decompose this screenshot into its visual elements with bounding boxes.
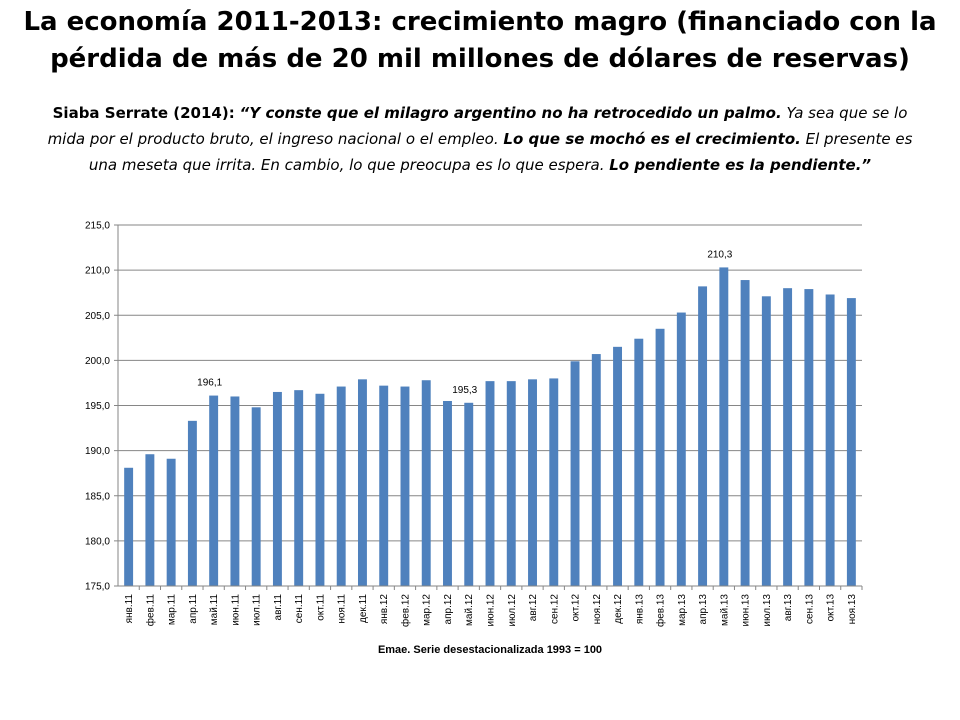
title-line-2: pérdida de más de 20 mil millones de dól…	[50, 44, 910, 74]
y-tick-label: 195,0	[85, 401, 110, 412]
y-tick-label: 200,0	[85, 356, 110, 367]
x-tick-label: фев.12	[399, 594, 411, 627]
x-tick-label: июл.13	[762, 594, 773, 627]
bar	[357, 379, 367, 586]
y-tick-label: 205,0	[85, 311, 110, 322]
bar	[570, 361, 580, 586]
bar	[421, 380, 431, 586]
x-tick-label: июн.11	[230, 594, 241, 626]
bar	[591, 354, 601, 586]
x-tick-label: май.12	[464, 594, 475, 626]
title-line-1: La economía 2011-2013: crecimiento magro…	[23, 7, 937, 37]
x-tick-label: авг.12	[528, 594, 539, 622]
x-tick-label: сен.13	[804, 594, 815, 624]
x-tick-label: ноя.12	[592, 594, 603, 625]
bars	[124, 267, 856, 586]
x-tick-label: июн.13	[741, 594, 752, 627]
x-tick-label: мар.13	[677, 594, 688, 626]
x-tick-label: окт.13	[826, 594, 837, 622]
bar	[676, 312, 686, 586]
x-tick-label: янв.12	[379, 594, 390, 625]
bar	[315, 393, 325, 586]
bar	[187, 420, 197, 586]
bar	[443, 400, 452, 586]
x-tick-label: сен.12	[549, 594, 560, 624]
y-tick-label: 185,0	[85, 491, 110, 502]
y-tick-label: 175,0	[85, 582, 110, 593]
x-tick-label: авг.13	[783, 594, 794, 622]
bar	[294, 390, 304, 586]
bar	[336, 386, 346, 586]
bar	[740, 280, 750, 586]
x-tick-label: окт.11	[315, 594, 326, 621]
bar	[825, 294, 835, 586]
axes: 175,0 180,0 185,0 190,0 195,0 200,0 205,0 210,0…	[85, 221, 863, 627]
x-tick-label: апр.11	[188, 594, 199, 624]
bar	[400, 386, 410, 586]
bar	[379, 385, 389, 586]
slide-title: La economía 2011-2013: crecimiento magro…	[20, 4, 940, 78]
y-tick-label: 190,0	[85, 446, 110, 457]
y-tick-label: 215,0	[85, 221, 110, 232]
x-tick-label: июл.11	[252, 594, 263, 626]
x-tick-label: май.13	[719, 594, 730, 626]
x-tick-label: авг.11	[273, 594, 284, 621]
bar	[166, 458, 176, 586]
x-tick-label: апр.13	[698, 594, 709, 625]
x-tick-label: ноя.11	[337, 594, 348, 624]
x-tick-label: дек.11	[358, 594, 369, 623]
data-label: 210,3	[707, 249, 732, 260]
quote-sentence-2: Ya sea que se lo mida por el producto br…	[47, 104, 908, 148]
x-tick-label: май.11	[209, 594, 220, 626]
bar	[613, 346, 623, 586]
x-axis-caption: Emae. Serie desestacionalizada 1993 = 10…	[378, 644, 602, 656]
bar	[783, 288, 793, 586]
bar	[209, 395, 219, 586]
bar	[634, 338, 644, 586]
data-label: 195,3	[452, 385, 477, 396]
x-tick-label: янв.13	[634, 594, 645, 625]
x-tick-label: мар.12	[422, 594, 433, 626]
x-tick-label: июн.12	[486, 594, 497, 627]
quote-sentence-3: Lo que se mochó es el crecimiento.	[503, 130, 801, 148]
bar	[846, 298, 856, 586]
bar	[698, 286, 708, 586]
quote-sentence-4: El presente es una meseta que irrita. En…	[88, 130, 913, 174]
quote-sentence-5: Lo pendiente es la pendiente.”	[609, 156, 872, 174]
x-tick-label: ноя.13	[847, 594, 858, 625]
x-tick-label: фев.11	[144, 594, 156, 627]
bar	[655, 328, 665, 586]
x-tick-label: апр.12	[443, 594, 454, 625]
x-tick-label: фев.13	[655, 594, 667, 627]
bar	[272, 391, 282, 586]
x-tick-label: июл.12	[507, 594, 518, 627]
bar	[251, 407, 261, 586]
quote-block: Siaba Serrate (2014): “Y conste que el m…	[40, 100, 920, 178]
x-tick-label: дек.12	[613, 594, 624, 624]
data-labels: 196,1 195,3 210,3	[197, 249, 733, 395]
data-label: 196,1	[197, 378, 222, 389]
bar	[549, 378, 559, 586]
bar	[230, 396, 240, 586]
bar	[464, 402, 474, 586]
x-tick-label: мар.11	[167, 594, 178, 626]
bar	[804, 289, 814, 586]
bar	[145, 454, 155, 586]
bar	[719, 267, 729, 586]
x-tick-label: окт.12	[571, 594, 582, 622]
bar	[761, 296, 771, 586]
bar	[124, 467, 134, 586]
bar	[528, 379, 537, 586]
y-tick-label: 180,0	[85, 536, 110, 547]
bar	[485, 381, 495, 586]
quote-sentence-1: “Y conste que el milagro argentino no ha…	[239, 104, 782, 122]
y-tick-label: 210,0	[85, 266, 110, 277]
x-tick-label: янв.11	[124, 594, 135, 624]
x-tick-label: сен.11	[294, 594, 305, 624]
bar	[506, 381, 516, 586]
quote-author: Siaba Serrate (2014):	[52, 104, 235, 122]
